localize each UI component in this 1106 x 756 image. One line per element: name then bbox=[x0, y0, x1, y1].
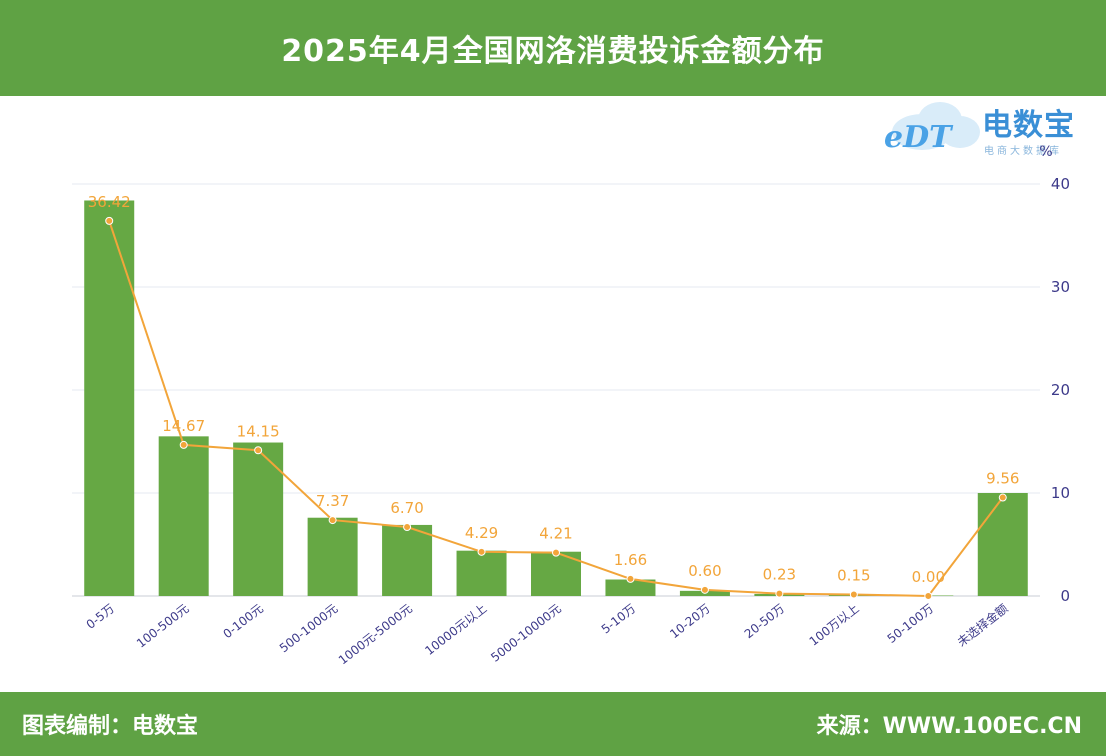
data-label: 0.60 bbox=[688, 562, 721, 580]
bar bbox=[307, 517, 358, 596]
x-tick-label: 未选择金额 bbox=[954, 601, 1011, 650]
y-tick-label: 30 bbox=[1051, 278, 1070, 296]
y-tick-label: 10 bbox=[1051, 484, 1070, 502]
x-tick-label: 0-5万 bbox=[84, 601, 118, 631]
footer-source: 来源：WWW.100EC.CN bbox=[816, 714, 1082, 739]
bar bbox=[605, 579, 656, 596]
data-label: 7.37 bbox=[316, 492, 349, 510]
line-point bbox=[552, 548, 560, 557]
data-label: 0.23 bbox=[763, 566, 796, 584]
data-label: 14.67 bbox=[162, 417, 205, 435]
y-tick-label: 0 bbox=[1060, 587, 1070, 605]
x-tick-label: 0-100元 bbox=[220, 601, 266, 641]
logo-brand: 电数宝 bbox=[982, 108, 1075, 143]
page-title: 2025年4月全国网洛消费投诉金额分布 bbox=[281, 34, 825, 69]
line-point bbox=[626, 574, 635, 583]
line-point bbox=[105, 216, 114, 225]
data-label: 0.15 bbox=[837, 566, 870, 584]
x-tick-label: 5000-10000元 bbox=[488, 601, 564, 664]
line-point bbox=[328, 516, 337, 525]
chart: 36.42 14.67 14.15 7.37 6.70 4.29 4.21 1.66 0.60 0… bbox=[72, 144, 1070, 668]
bar bbox=[456, 550, 507, 596]
x-tick-label: 500-1000元 bbox=[277, 601, 341, 655]
footer-credit: 图表编制：电数宝 bbox=[22, 714, 199, 739]
cloud-logo-icon bbox=[892, 102, 980, 150]
x-tick-label: 1000元-5000元 bbox=[336, 601, 415, 667]
data-label: 4.29 bbox=[465, 524, 498, 542]
x-tick-label: 10000元以上 bbox=[422, 601, 489, 658]
x-tick-label: 5-10万 bbox=[599, 601, 639, 636]
y-tick-label: 40 bbox=[1051, 175, 1070, 193]
y-axis-unit: % bbox=[1039, 144, 1052, 160]
bar bbox=[977, 493, 1028, 596]
bars bbox=[84, 200, 1028, 596]
line-point bbox=[998, 493, 1007, 502]
line-point bbox=[924, 592, 933, 600]
x-tick-label: 100-500元 bbox=[134, 601, 192, 650]
line-point bbox=[403, 522, 412, 531]
header-bar: 2025年4月全国网洛消费投诉金额分布 bbox=[0, 0, 1106, 96]
line-point bbox=[775, 589, 784, 598]
x-tick-label: 50-100万 bbox=[885, 601, 937, 646]
data-label: 0.00 bbox=[912, 568, 945, 586]
data-label: 9.56 bbox=[986, 470, 1019, 488]
data-label: 1.66 bbox=[614, 551, 647, 569]
line-point bbox=[700, 585, 709, 594]
line-point bbox=[254, 446, 263, 455]
data-label: 6.70 bbox=[390, 499, 423, 517]
data-label: 36.42 bbox=[88, 193, 131, 211]
data-label: 4.21 bbox=[539, 525, 572, 543]
line-point bbox=[849, 590, 858, 599]
line-point bbox=[179, 440, 188, 449]
data-label: 14.15 bbox=[237, 422, 280, 440]
data-labels: 36.42 14.67 14.15 7.37 6.70 4.29 4.21 1.66 0.60 0… bbox=[88, 193, 1020, 586]
bar bbox=[84, 200, 135, 596]
footer-bar: 图表编制：电数宝 来源：WWW.100EC.CN bbox=[0, 692, 1106, 756]
bar bbox=[233, 442, 284, 596]
x-tick-label: 10-20万 bbox=[667, 601, 713, 641]
y-axis-ticks: 0 10 20 30 40 bbox=[1051, 175, 1070, 605]
line-point bbox=[477, 547, 486, 556]
x-tick-label: 20-50万 bbox=[742, 601, 788, 641]
logo-tagline: 电商大数据库 bbox=[984, 146, 1062, 157]
logo-mark: eDT bbox=[884, 120, 952, 155]
y-tick-label: 20 bbox=[1051, 381, 1070, 399]
line-series bbox=[105, 216, 1007, 600]
x-tick-label: 100万以上 bbox=[807, 601, 862, 648]
bar bbox=[382, 524, 433, 596]
bar bbox=[158, 436, 209, 596]
